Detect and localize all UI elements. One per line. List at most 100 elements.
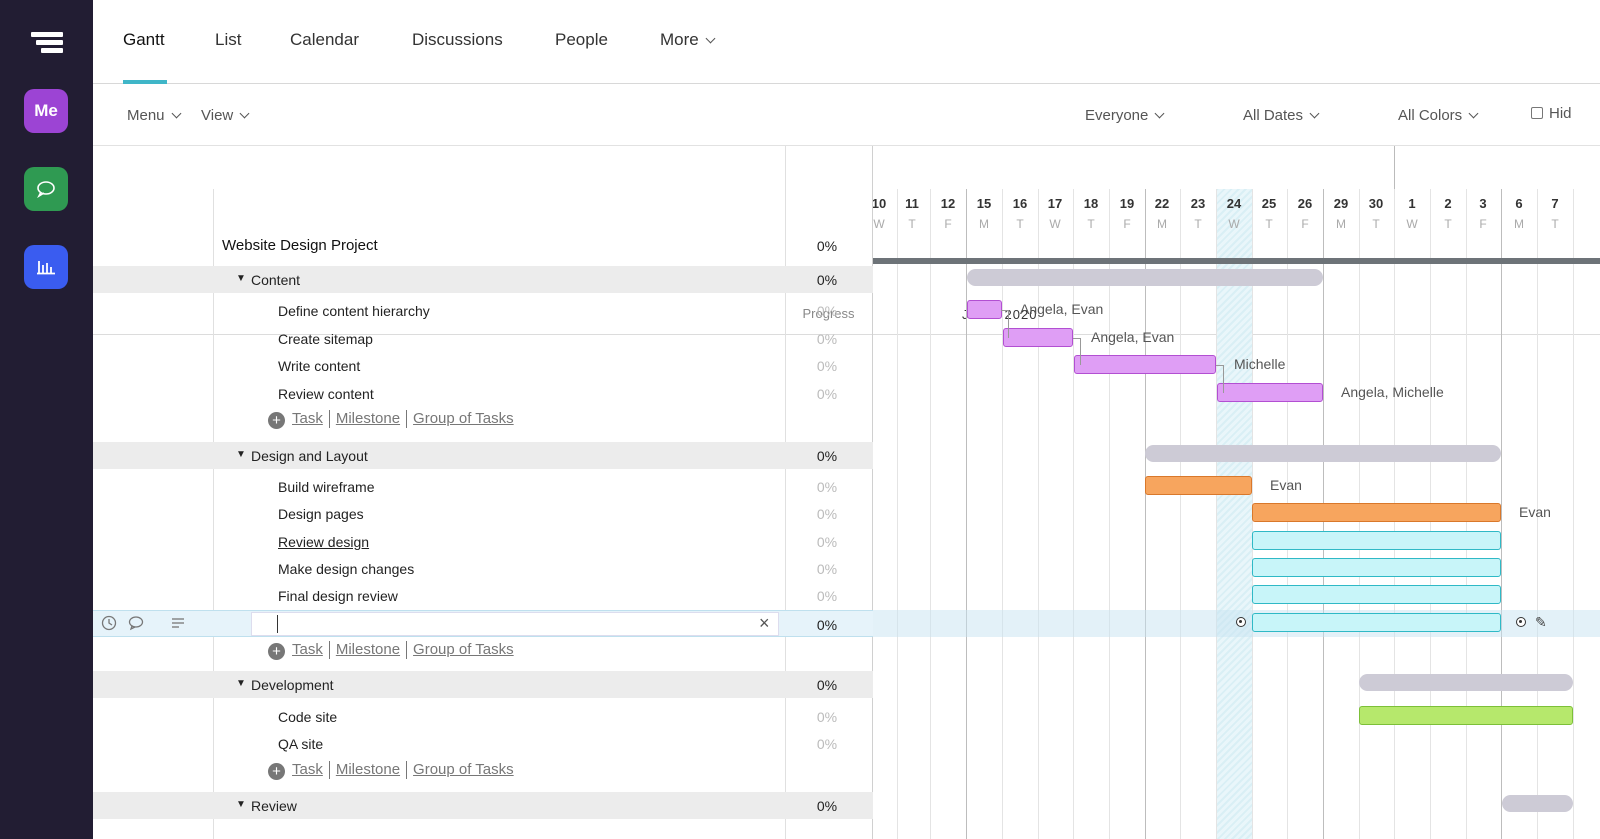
text-cursor: [277, 615, 278, 633]
link-separator: [406, 761, 408, 780]
hide-checkbox[interactable]: [1531, 107, 1543, 119]
group-bar[interactable]: [967, 269, 1323, 286]
group-bar[interactable]: [1145, 445, 1501, 462]
add-circle-icon[interactable]: +: [268, 643, 285, 660]
task-bar[interactable]: [1359, 706, 1573, 725]
add-group-link[interactable]: Group of Tasks: [413, 761, 514, 778]
task-row[interactable]: Make design changes 0%: [93, 555, 873, 582]
group-row[interactable]: ▼ Content 0%: [93, 266, 873, 293]
tab-list[interactable]: List: [215, 30, 242, 49]
group-name: Design and Layout: [251, 448, 368, 464]
add-task-link[interactable]: Task: [292, 761, 323, 778]
add-circle-icon[interactable]: +: [268, 763, 285, 780]
task-name-input[interactable]: [251, 612, 779, 636]
task-bar[interactable]: [1145, 476, 1252, 495]
today-column: [1216, 189, 1252, 839]
weekday-letter: W: [1049, 217, 1061, 231]
task-row[interactable]: Write content 0%: [93, 352, 873, 379]
task-progress: 0%: [816, 709, 838, 725]
day-gridline: [1216, 189, 1217, 839]
column-divider: [785, 146, 786, 839]
add-task-link[interactable]: Task: [292, 410, 323, 427]
collapse-triangle-icon[interactable]: ▼: [236, 799, 246, 810]
view-dropdown[interactable]: View: [201, 107, 250, 124]
group-row[interactable]: ▼ Review 0%: [93, 792, 873, 819]
start-handle-icon[interactable]: [1236, 617, 1246, 627]
assignee-label: Angela, Evan: [1091, 329, 1175, 345]
day-header: 10 W: [873, 196, 897, 231]
menu-dropdown[interactable]: Menu: [127, 107, 181, 124]
hide-toggle[interactable]: Hid: [1531, 105, 1572, 122]
tab-calendar[interactable]: Calendar: [290, 30, 359, 49]
dates-filter[interactable]: All Dates: [1243, 107, 1320, 124]
task-bar[interactable]: [1074, 355, 1216, 374]
group-progress: 0%: [816, 677, 838, 693]
group-name: Development: [251, 677, 334, 693]
chevron-down-icon: [1154, 108, 1165, 119]
tab-more[interactable]: More: [660, 30, 716, 50]
collapse-triangle-icon[interactable]: ▼: [236, 273, 246, 284]
group-bar[interactable]: [1502, 795, 1573, 812]
day-number: 3: [1479, 196, 1487, 211]
view-label: View: [201, 107, 234, 124]
task-progress: 0%: [816, 303, 838, 319]
task-bar[interactable]: [1252, 585, 1501, 604]
task-progress: 0%: [816, 736, 838, 752]
logo-icon[interactable]: [31, 32, 63, 58]
weekday-letter: T: [1016, 217, 1024, 231]
weekday-letter: T: [1551, 217, 1559, 231]
close-icon[interactable]: ×: [759, 613, 770, 633]
day-gridline: [1073, 189, 1074, 839]
comment-icon[interactable]: [128, 615, 144, 634]
edit-pencil-icon[interactable]: ✎: [1535, 614, 1547, 630]
task-bar[interactable]: [1252, 531, 1501, 550]
reports-icon: [37, 261, 55, 275]
day-gridline: [966, 189, 967, 839]
task-row[interactable]: Review content 0%: [93, 380, 873, 407]
group-progress: 0%: [816, 448, 838, 464]
add-task-link[interactable]: Task: [292, 641, 323, 658]
notes-icon[interactable]: [170, 615, 186, 634]
add-milestone-link[interactable]: Milestone: [335, 761, 401, 778]
task-bar[interactable]: [1252, 503, 1501, 522]
task-row[interactable]: Define content hierarchy 0%: [93, 297, 873, 324]
group-bar[interactable]: [1359, 674, 1573, 691]
task-row[interactable]: Review design 0%: [93, 528, 873, 555]
reports-button[interactable]: [24, 245, 68, 289]
collapse-triangle-icon[interactable]: ▼: [236, 449, 246, 460]
tab-gantt[interactable]: Gantt: [123, 30, 165, 49]
task-row[interactable]: Build wireframe 0%: [93, 473, 873, 500]
day-header: 26 F: [1287, 196, 1323, 231]
task-row[interactable]: Code site 0%: [93, 703, 873, 730]
add-group-link[interactable]: Group of Tasks: [413, 641, 514, 658]
task-bar[interactable]: [967, 300, 1002, 319]
task-bar[interactable]: [1252, 613, 1501, 632]
tab-discussions[interactable]: Discussions: [412, 30, 503, 49]
dates-label: All Dates: [1243, 107, 1304, 124]
tab-people[interactable]: People: [555, 30, 608, 49]
discussions-button[interactable]: [24, 167, 68, 211]
task-row[interactable]: Create sitemap 0%: [93, 325, 873, 352]
top-navigation: Gantt List Calendar Discussions People M…: [93, 0, 1600, 84]
end-handle-icon[interactable]: [1516, 617, 1526, 627]
task-bar[interactable]: [1252, 558, 1501, 577]
everyone-filter[interactable]: Everyone: [1085, 107, 1165, 124]
clock-icon[interactable]: [101, 615, 117, 634]
task-row[interactable]: QA site 0%: [93, 730, 873, 757]
colors-filter[interactable]: All Colors: [1398, 107, 1479, 124]
add-milestone-link[interactable]: Milestone: [335, 641, 401, 658]
day-number: 15: [976, 196, 992, 211]
project-row[interactable]: Website Design Project 0%: [93, 234, 873, 261]
task-row[interactable]: Design pages 0%: [93, 500, 873, 527]
group-row[interactable]: ▼ Design and Layout 0%: [93, 442, 873, 469]
task-bar[interactable]: [1003, 328, 1073, 347]
me-button[interactable]: Me: [24, 89, 68, 133]
task-name[interactable]: Review design: [278, 534, 370, 550]
add-circle-icon[interactable]: +: [268, 412, 285, 429]
task-row[interactable]: Final design review 0%: [93, 582, 873, 609]
add-milestone-link[interactable]: Milestone: [335, 410, 401, 427]
task-bar[interactable]: [1217, 383, 1323, 402]
add-group-link[interactable]: Group of Tasks: [413, 410, 514, 427]
group-row[interactable]: ▼ Development 0%: [93, 671, 873, 698]
collapse-triangle-icon[interactable]: ▼: [236, 678, 246, 689]
